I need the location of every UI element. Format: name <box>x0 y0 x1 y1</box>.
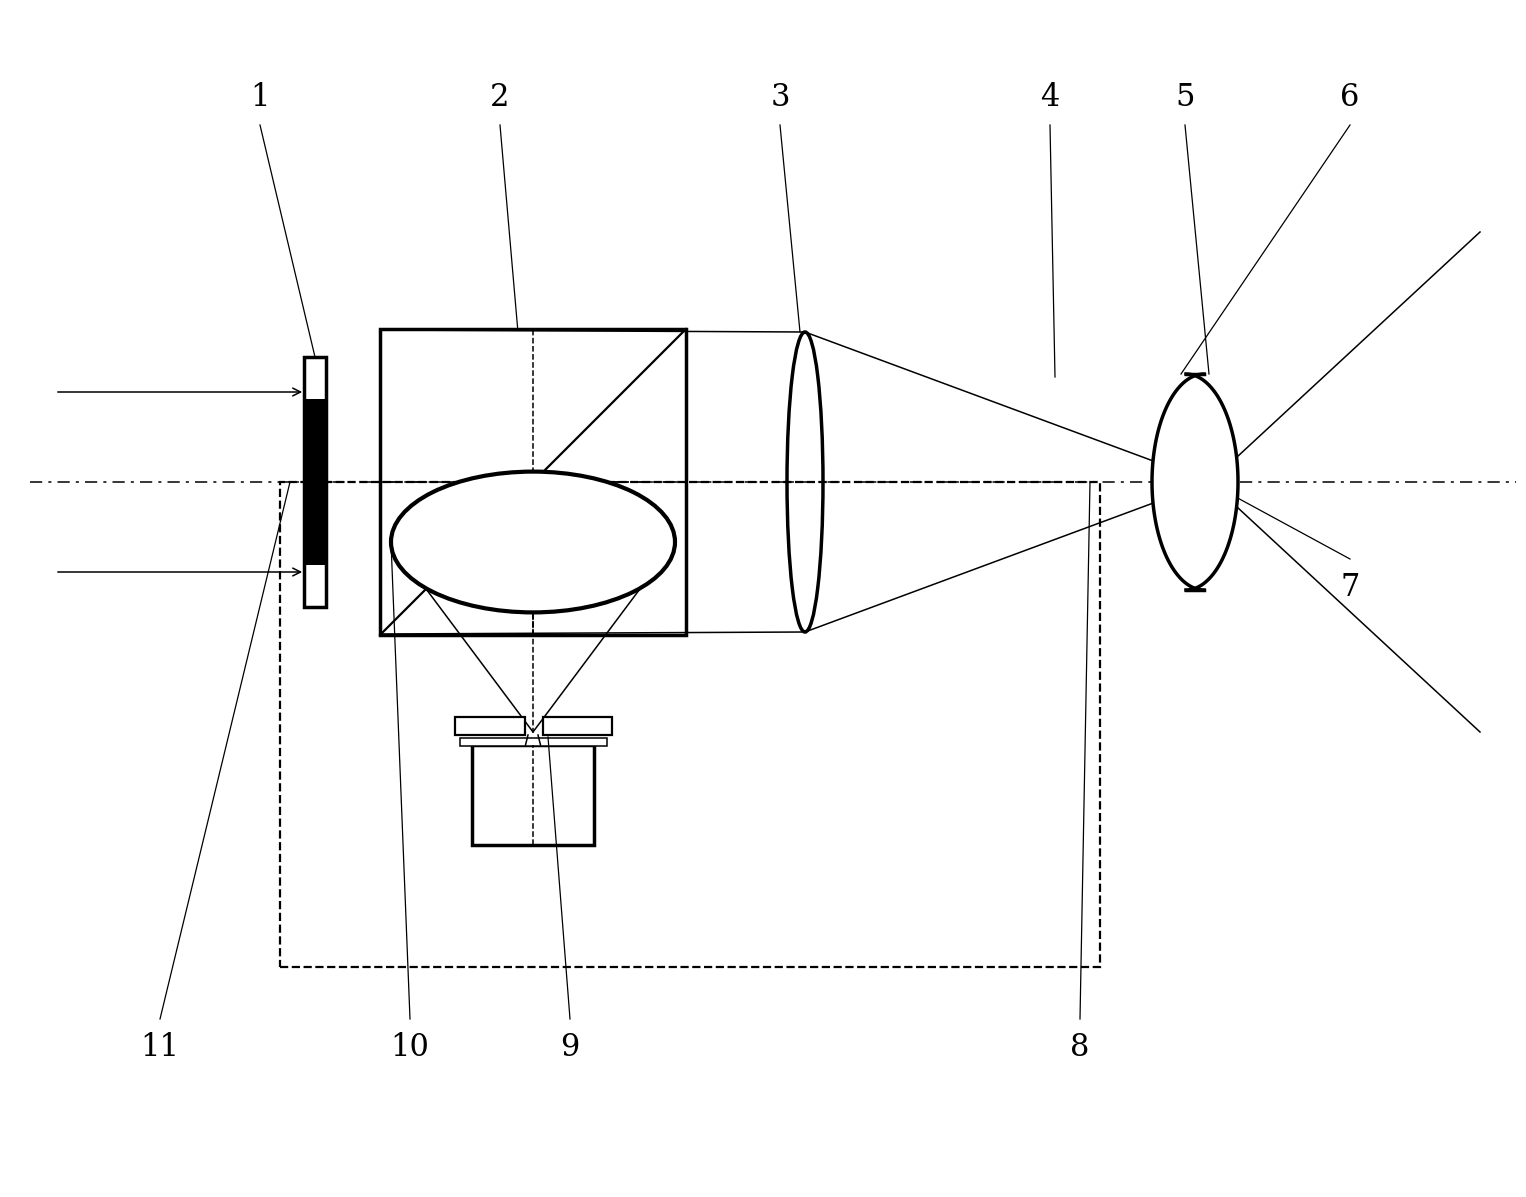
Text: 4: 4 <box>1041 81 1059 113</box>
Bar <box>304 565 327 607</box>
Text: 1: 1 <box>250 81 270 113</box>
Bar <box>459 737 607 746</box>
Bar <box>279 482 1100 967</box>
Text: 9: 9 <box>560 1032 580 1063</box>
Bar <box>472 745 594 845</box>
Text: 7: 7 <box>1340 571 1360 602</box>
Text: 8: 8 <box>1070 1032 1090 1063</box>
Text: 6: 6 <box>1340 81 1360 113</box>
Text: 5: 5 <box>1175 81 1195 113</box>
Text: 2: 2 <box>490 81 510 113</box>
Polygon shape <box>1152 373 1238 590</box>
Text: 11: 11 <box>140 1032 180 1063</box>
Bar <box>304 357 327 399</box>
Bar <box>304 357 327 607</box>
Text: 3: 3 <box>771 81 790 113</box>
Text: 10: 10 <box>391 1032 429 1063</box>
Ellipse shape <box>391 472 674 613</box>
Bar <box>380 329 687 634</box>
Bar <box>455 717 525 735</box>
Bar <box>304 399 327 565</box>
Bar <box>543 717 612 735</box>
